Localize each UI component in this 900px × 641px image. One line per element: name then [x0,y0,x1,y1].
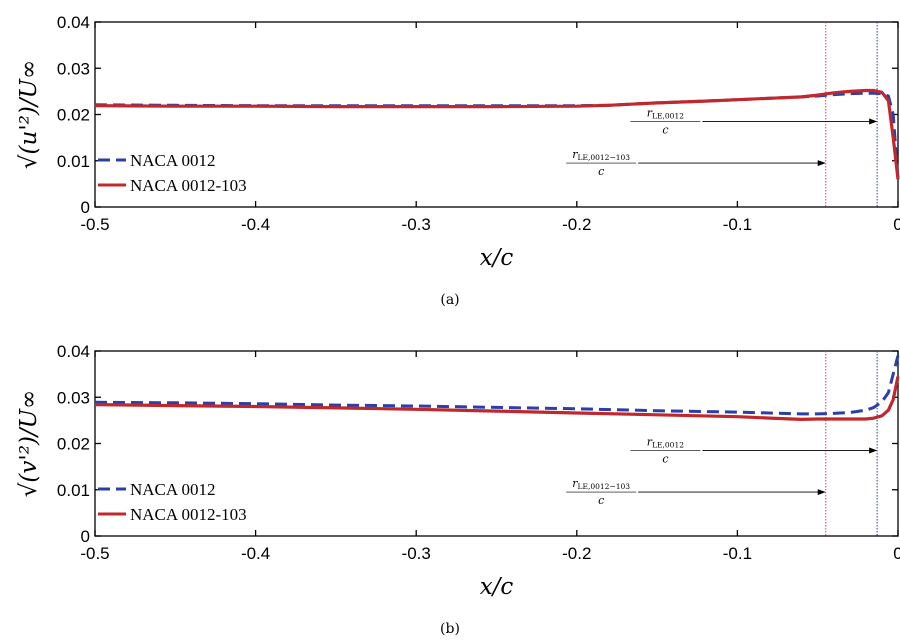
annotation-1: rLE,0012−103 c [566,148,826,178]
y-tick-label: 0.01 [57,152,90,171]
y-tick-label: 0 [81,527,90,546]
annotation-denominator: c [598,494,604,507]
annotation-symbol: r [647,106,653,119]
legend-label: NACA 0012-103 [130,176,247,195]
annotation-subscript: LE,0012 [652,111,684,120]
annotation-symbol: r [647,435,653,448]
legend: NACA 0012 NACA 0012-103 [98,151,247,195]
series-line-naca-0012-103 [94,88,900,180]
annotation-0: rLE,0012 c [630,106,878,136]
chart-panel-b: -0.5 -0.4 -0.3 -0.2 -0.1 000.010.020.030.04rL… [16,342,900,637]
legend-label: NACA 0012 [130,151,215,170]
x-tick-label: 0 [893,215,900,234]
y-axis-label: √(u'²)/U∞ [16,60,42,169]
x-tick-label: -0.5 [80,215,109,234]
x-axis-label: x/c [480,574,514,600]
x-tick-label: -0.4 [241,544,270,563]
annotation-numerator: rLE,0012−103 [572,477,630,491]
y-tick-label: 0.02 [57,106,90,125]
x-tick-label: 0 [893,544,900,563]
legend: NACA 0012 NACA 0012-103 [98,480,247,524]
y-tick-label: 0 [81,198,90,217]
y-tick-label: 0.04 [57,342,90,361]
x-tick-label: -0.3 [402,215,431,234]
x-tick-label: -0.1 [723,215,752,234]
annotation-symbol: r [572,148,578,161]
x-tick-label: -0.2 [562,544,591,563]
panel-caption: (a) [440,292,459,308]
x-tick-label: -0.2 [562,215,591,234]
annotation-1: rLE,0012−103 c [566,477,826,507]
y-axis-label: √(v'²)/U∞ [16,390,42,497]
legend-label: NACA 0012 [130,480,215,499]
annotation-numerator: rLE,0012 [647,106,684,120]
x-tick-label: -0.1 [723,544,752,563]
series-line-naca-0012-103 [94,376,900,421]
x-tick-label: -0.4 [241,215,270,234]
annotation-0: rLE,0012 c [630,435,878,465]
annotation-subscript: LE,0012 [652,440,684,449]
y-tick-label: 0.03 [57,59,90,78]
annotation-symbol: r [572,477,578,490]
annotation-numerator: rLE,0012 [647,435,684,449]
annotation-denominator: c [598,165,604,178]
y-tick-label: 0.03 [57,388,90,407]
y-tick-label: 0.04 [57,13,90,32]
annotation-numerator: rLE,0012−103 [572,148,630,162]
series-line-naca-0012 [94,355,900,416]
annotation-subscript: LE,0012−103 [578,482,631,491]
chart-panel-a: -0.5 -0.4 -0.3 -0.2 -0.1 000.010.020.030.04rL… [16,13,900,308]
x-tick-label: -0.3 [402,544,431,563]
annotation-subscript: LE,0012−103 [578,153,631,162]
y-tick-label: 0.02 [57,435,90,454]
annotation-denominator: c [662,123,668,136]
annotation-denominator: c [662,452,668,465]
x-axis-label: x/c [480,245,514,271]
legend-label: NACA 0012-103 [130,505,247,524]
panel-caption: (b) [440,621,460,637]
x-tick-label: -0.5 [80,544,109,563]
y-tick-label: 0.01 [57,481,90,500]
